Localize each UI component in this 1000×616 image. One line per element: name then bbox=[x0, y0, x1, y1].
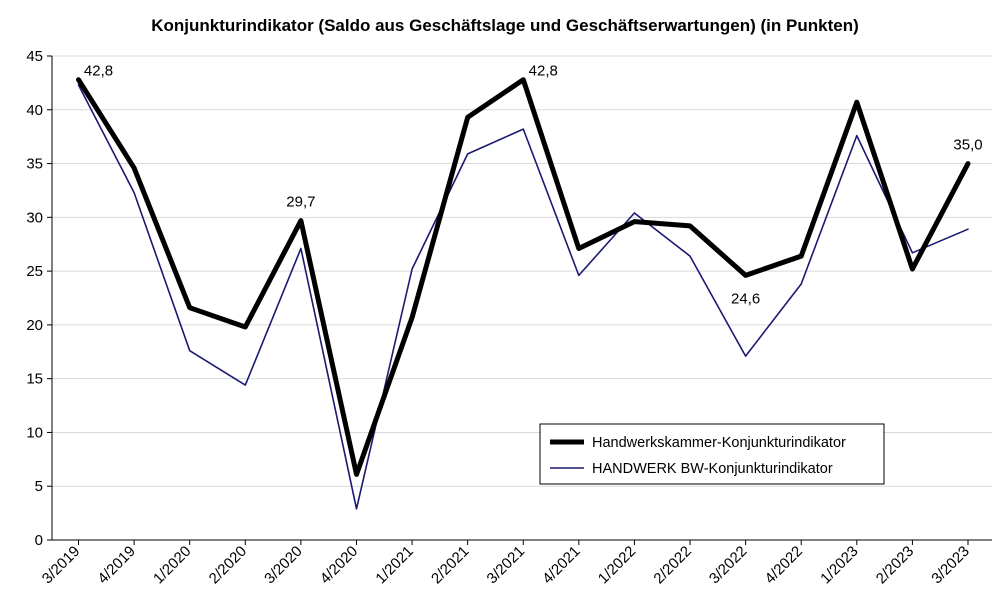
x-tick-label: 4/2021 bbox=[539, 543, 583, 587]
y-tick-label: 40 bbox=[26, 102, 43, 119]
x-tick-label: 2/2023 bbox=[873, 543, 917, 587]
data-label: 24,6 bbox=[731, 290, 760, 307]
y-tick-label: 25 bbox=[26, 263, 43, 280]
y-axis-ticks: 0 5 10 15 20 25 30 35 40 45 bbox=[26, 48, 52, 549]
series-line-handwerk-bw bbox=[77, 84, 969, 510]
data-label: 42,8 bbox=[84, 63, 113, 80]
x-tick-label: 2/2021 bbox=[428, 543, 472, 587]
x-tick-label: 1/2022 bbox=[595, 543, 639, 587]
x-axis-ticks: 3/2019 4/2019 1/2020 2/2020 3/2020 4/2020 1/20… bbox=[39, 540, 973, 587]
legend-box bbox=[539, 423, 885, 485]
gridlines bbox=[52, 55, 992, 487]
data-label: 29,7 bbox=[286, 194, 315, 211]
series-line-handwerkskammer bbox=[76, 77, 971, 477]
data-label: 42,8 bbox=[529, 63, 558, 80]
legend: Handwerkskammer-Konjunkturindikator HANDW… bbox=[539, 423, 885, 485]
x-tick-label: 4/2020 bbox=[317, 543, 361, 587]
x-tick-label: 2/2022 bbox=[650, 543, 694, 587]
x-tick-label: 1/2023 bbox=[817, 543, 861, 587]
x-tick-label: 2/2020 bbox=[206, 543, 250, 587]
y-tick-label: 45 bbox=[26, 48, 43, 65]
x-tick-label: 3/2023 bbox=[928, 543, 972, 587]
x-tick-label: 3/2021 bbox=[484, 543, 528, 587]
legend-label: HANDWERK BW-Konjunkturindikator bbox=[592, 461, 833, 477]
y-tick-label: 15 bbox=[26, 371, 43, 388]
x-tick-label: 3/2020 bbox=[261, 543, 305, 587]
x-tick-label: 1/2020 bbox=[150, 543, 194, 587]
x-tick-label: 3/2019 bbox=[39, 543, 83, 587]
series-lines bbox=[76, 77, 971, 510]
chart-title: Konjunkturindikator (Saldo aus Geschäfts… bbox=[151, 16, 858, 35]
x-tick-label: 3/2022 bbox=[706, 543, 750, 587]
data-labels: 42,8 29,7 42,8 24,6 35,0 bbox=[84, 63, 983, 308]
x-tick-label: 4/2022 bbox=[762, 543, 806, 587]
y-tick-label: 35 bbox=[26, 156, 43, 173]
x-tick-label: 1/2021 bbox=[372, 543, 416, 587]
y-tick-label: 20 bbox=[26, 317, 43, 334]
y-tick-label: 10 bbox=[26, 424, 43, 441]
x-tick-label: 4/2019 bbox=[94, 543, 138, 587]
y-tick-label: 30 bbox=[26, 209, 43, 226]
y-tick-label: 5 bbox=[35, 478, 43, 495]
axes bbox=[51, 56, 992, 541]
data-label: 35,0 bbox=[953, 137, 982, 154]
legend-label: Handwerkskammer-Konjunkturindikator bbox=[592, 435, 846, 451]
y-tick-label: 0 bbox=[35, 532, 43, 549]
